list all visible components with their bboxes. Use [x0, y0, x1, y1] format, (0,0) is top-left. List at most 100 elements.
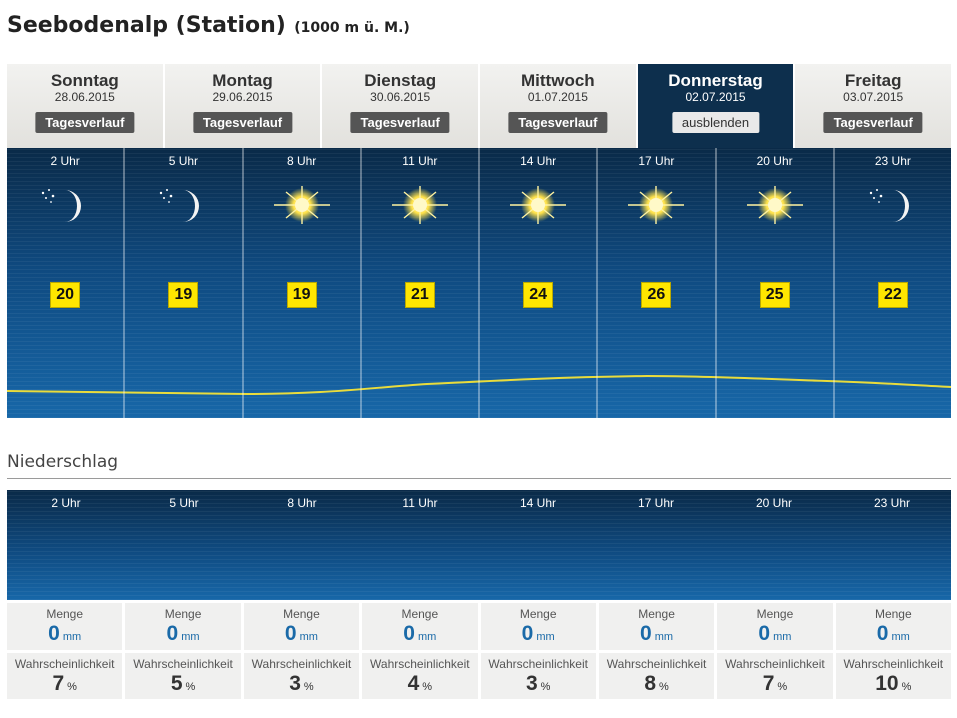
stats-column: Menge 0 mm Wahrscheinlichkeit 4% [362, 603, 478, 699]
wahrscheinlichkeit-value: 10 [875, 671, 899, 695]
sun-icon [273, 186, 330, 224]
temperature-value: 20 [50, 282, 81, 308]
hour-label: 14 Uhr [520, 154, 557, 168]
moon-icon [41, 189, 82, 222]
menge-cell: Menge 0 mm [243, 603, 360, 650]
wahrscheinlichkeit-value: 3 [525, 671, 538, 695]
hour-label: 23 Uhr [873, 496, 911, 510]
tagesverlauf-button[interactable]: Tagesverlauf [192, 112, 293, 133]
hour-column: 14 Uhr 24 [480, 148, 599, 418]
tagesverlauf-button[interactable]: Tagesverlauf [823, 112, 923, 133]
wahrscheinlichkeit-cell: Wahrscheinlichkeit 4% [362, 652, 478, 699]
day-date: 02.07.2015 [685, 90, 746, 104]
temperature-value: 24 [523, 282, 554, 308]
menge-cell: Menge 0 mm [835, 603, 951, 650]
hour-columns: 2 Uhr 20 5 Uhr 19 8 Uhr 19 [7, 148, 951, 418]
day-name: Donnerstag [668, 71, 763, 90]
day-tab-donnerstag[interactable]: Donnerstag 02.07.2015 ausblenden [637, 64, 796, 148]
wahrscheinlichkeit-value: 8 [644, 671, 657, 695]
wahrscheinlichkeit-value: 5 [170, 671, 183, 695]
day-date: 03.07.2015 [843, 90, 904, 104]
wahrscheinlichkeit-label: Wahrscheinlichkeit [14, 656, 115, 671]
page-title: Seebodenalp (Station) (1000 m ü. M.) [7, 13, 410, 45]
menge-unit: mm [417, 631, 437, 643]
wahrscheinlichkeit-value: 7 [762, 671, 775, 695]
temperature-value: 25 [759, 282, 790, 308]
hour-label: 11 Uhr [402, 154, 438, 168]
wahrscheinlichkeit-cell: Wahrscheinlichkeit 8% [598, 652, 715, 699]
day-tab-freitag[interactable]: Freitag 03.07.2015 Tagesverlauf [795, 64, 952, 148]
stats-column: Menge 0 mm Wahrscheinlichkeit 5% [125, 603, 241, 699]
percent-unit: % [777, 680, 788, 693]
temperature-panel: 2 Uhr 20 5 Uhr 19 8 Uhr 19 [7, 148, 951, 418]
hour-label: 2 Uhr [50, 154, 80, 168]
wahrscheinlichkeit-value: 3 [289, 671, 301, 695]
hour-column: 17 Uhr 26 [598, 148, 717, 418]
hour-label: 20 Uhr [756, 154, 793, 168]
niederschlag-heading: Niederschlag [7, 452, 119, 472]
day-tab-sonntag[interactable]: Sonntag 28.06.2015 Tagesverlauf [7, 64, 165, 148]
hour-column: 23 Uhr 22 [835, 148, 951, 418]
hour-columns: 2 Uhr 5 Uhr 8 Uhr 11 Uhr 14 Uhr 17 Uhr 2… [7, 490, 951, 600]
menge-cell: Menge 0 mm [362, 603, 478, 650]
tagesverlauf-button[interactable]: Tagesverlauf [508, 112, 608, 133]
station-name: Seebodenalp (Station) [7, 13, 286, 38]
percent-unit: % [185, 680, 196, 693]
menge-value: 0 [876, 622, 889, 645]
temperature-value: 19 [168, 282, 199, 308]
hour-column: 8 Uhr [243, 490, 361, 600]
wahrscheinlichkeit-label: Wahrscheinlichkeit [843, 656, 944, 671]
panel-background [7, 490, 951, 600]
divider [7, 478, 951, 479]
hour-label: 17 Uhr [638, 154, 675, 168]
day-tab-mittwoch[interactable]: Mittwoch 01.07.2015 Tagesverlauf [480, 64, 638, 148]
temperature-curve [7, 374, 951, 396]
ausblenden-button[interactable]: ausblenden [671, 112, 760, 133]
day-name: Mittwoch [521, 71, 595, 90]
station-altitude: (1000 m ü. M.) [294, 20, 410, 36]
day-name: Dienstag [364, 71, 437, 90]
precipitation-panel: 2 Uhr 5 Uhr 8 Uhr 11 Uhr 14 Uhr 17 Uhr 2… [7, 490, 951, 600]
stats-column: Menge 0 mm Wahrscheinlichkeit 8% [598, 603, 715, 699]
hour-label: 8 Uhr [287, 496, 317, 510]
stats-column: Menge 0 mm Wahrscheinlichkeit 3% [480, 603, 596, 699]
panel-background [7, 148, 951, 418]
wahrscheinlichkeit-cell: Wahrscheinlichkeit 7% [7, 652, 123, 699]
menge-value: 0 [48, 622, 60, 645]
wahrscheinlichkeit-cell: Wahrscheinlichkeit 5% [125, 652, 241, 699]
hour-label: 2 Uhr [51, 496, 81, 510]
percent-unit: % [422, 680, 433, 693]
hour-label: 17 Uhr [637, 496, 675, 510]
day-tab-dienstag[interactable]: Dienstag 30.06.2015 Tagesverlauf [322, 64, 481, 148]
stats-column: Menge 0 mm Wahrscheinlichkeit 7% [717, 603, 833, 699]
wahrscheinlichkeit-label: Wahrscheinlichkeit [606, 656, 707, 671]
percent-unit: % [540, 680, 551, 693]
sun-icon [746, 186, 803, 224]
menge-value: 0 [758, 622, 771, 645]
menge-label: Menge [874, 607, 912, 621]
hour-column: 23 Uhr [833, 490, 951, 600]
menge-cell: Menge 0 mm [598, 603, 715, 650]
hour-column: 2 Uhr 20 [7, 148, 126, 418]
wahrscheinlichkeit-cell: Wahrscheinlichkeit 7% [717, 652, 833, 699]
wahrscheinlichkeit-label: Wahrscheinlichkeit [251, 656, 352, 671]
hour-column: 2 Uhr [7, 490, 125, 600]
wahrscheinlichkeit-cell: Wahrscheinlichkeit 10% [835, 652, 951, 699]
wahrscheinlichkeit-value: 7 [52, 671, 65, 695]
menge-unit: mm [654, 631, 674, 643]
hour-label: 11 Uhr [402, 496, 438, 510]
menge-cell: Menge 0 mm [717, 603, 833, 650]
hour-label: 8 Uhr [286, 154, 317, 168]
wahrscheinlichkeit-label: Wahrscheinlichkeit [370, 656, 470, 671]
wahrscheinlichkeit-cell: Wahrscheinlichkeit 3% [480, 652, 596, 699]
day-name: Sonntag [50, 71, 119, 90]
day-date: 01.07.2015 [527, 90, 588, 104]
menge-cell: Menge 0 mm [480, 603, 596, 650]
menge-value: 0 [640, 622, 652, 645]
menge-value: 0 [521, 622, 534, 645]
day-tab-montag[interactable]: Montag 29.06.2015 Tagesverlauf [164, 64, 323, 148]
sun-icon [510, 186, 567, 224]
tagesverlauf-button[interactable]: Tagesverlauf [350, 112, 450, 133]
hour-column: 14 Uhr [479, 490, 597, 600]
tagesverlauf-button[interactable]: Tagesverlauf [35, 112, 135, 133]
